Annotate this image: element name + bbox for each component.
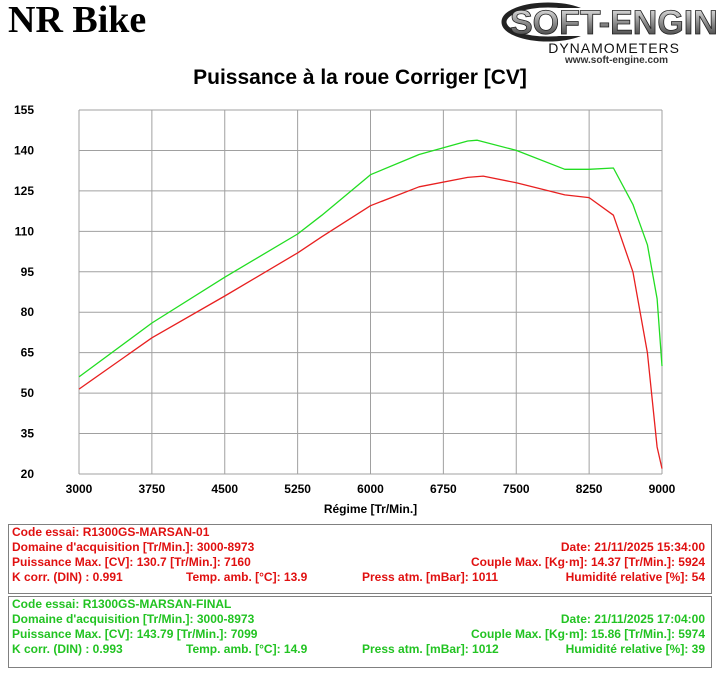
- chart-title: Puissance à la roue Corriger [CV]: [193, 66, 527, 89]
- x-tick-label: 6000: [357, 482, 384, 496]
- logo-subtitle: DYNAMOMETERS: [548, 40, 680, 56]
- y-tick-label: 140: [14, 143, 34, 157]
- red-power-max: Puissance Max. [CV]: 130.7 [Tr/Min.]: 71…: [12, 555, 251, 569]
- y-tick-label: 155: [14, 103, 34, 117]
- run-info-red: Code essai: R1300GS-MARSAN-01 Domaine d'…: [8, 524, 712, 594]
- green-power-max: Puissance Max. [CV]: 143.79 [Tr/Min.]: 7…: [12, 627, 258, 641]
- y-tick-label: 80: [21, 305, 35, 319]
- x-tick-labels: 3000 3750 4500 5250 6000 6750 7500 8250 9000: [66, 482, 676, 496]
- x-tick-label: 3750: [139, 482, 166, 496]
- x-tick-label: 3000: [66, 482, 93, 496]
- red-pressure: Press atm. [mBar]: 1011: [362, 570, 499, 584]
- logo-text: SOFT-ENGINE: [510, 4, 718, 42]
- series-line-green: [78, 139, 663, 378]
- x-tick-label: 5250: [284, 482, 311, 496]
- x-tick-label: 4500: [211, 482, 238, 496]
- y-tick-label: 125: [14, 184, 34, 198]
- logo-url: www.soft-engine.com: [565, 55, 668, 66]
- y-tick-label: 35: [21, 427, 35, 441]
- y-tick-labels: 20 35 50 65 80 95 110 125 140 155: [14, 103, 34, 481]
- green-code: Code essai: R1300GS-MARSAN-FINAL: [12, 597, 232, 611]
- soft-engine-logo: SOFT-ENGINE DYNAMOMETERS www.soft-engine…: [500, 0, 718, 70]
- x-tick-label: 8250: [576, 482, 603, 496]
- y-tick-label: 20: [21, 467, 35, 481]
- green-pressure: Press atm. [mBar]: 1012: [362, 642, 499, 656]
- brand-title: NR Bike: [8, 0, 147, 41]
- x-tick-label: 6750: [430, 482, 457, 496]
- red-code: Code essai: R1300GS-MARSAN-01: [12, 525, 210, 539]
- x-tick-label: 9000: [649, 482, 676, 496]
- red-kcorr: K corr. (DIN) : 0.991: [12, 570, 123, 584]
- red-date: Date: 21/11/2025 15:34:00: [560, 540, 705, 554]
- chart-series: [78, 139, 663, 469]
- green-torque-max: Couple Max. [Kg·m]: 15.86 [Tr/Min.]: 597…: [470, 627, 705, 641]
- power-chart: 3000 3750 4500 5250 6000 6750 7500 8250 9000 20 3…: [14, 103, 676, 516]
- green-domain: Domaine d'acquisition [Tr/Min.]: 3000-89…: [12, 612, 255, 626]
- green-kcorr: K corr. (DIN) : 0.993: [12, 642, 123, 656]
- green-humidity: Humidité relative [%]: 39: [565, 642, 705, 656]
- red-domain: Domaine d'acquisition [Tr/Min.]: 3000-89…: [12, 540, 255, 554]
- x-tick-label: 7500: [503, 482, 530, 496]
- run-info-green: Code essai: R1300GS-MARSAN-FINAL Domaine…: [8, 596, 712, 668]
- chart-grid: [78, 109, 663, 475]
- y-tick-label: 95: [21, 265, 35, 279]
- red-temp: Temp. amb. [°C]: 13.9: [186, 570, 308, 584]
- green-date: Date: 21/11/2025 17:04:00: [560, 612, 705, 626]
- logo-graphic: SOFT-ENGINE: [501, 2, 718, 42]
- series-line-red: [78, 175, 663, 469]
- x-axis-label: Régime [Tr/Min.]: [324, 502, 417, 516]
- y-tick-label: 110: [15, 224, 35, 238]
- y-tick-label: 50: [21, 386, 35, 400]
- green-temp: Temp. amb. [°C]: 14.9: [186, 642, 308, 656]
- y-tick-label: 65: [21, 346, 35, 360]
- red-humidity: Humidité relative [%]: 54: [565, 570, 705, 584]
- red-torque-max: Couple Max. [Kg·m]: 14.37 [Tr/Min.]: 592…: [470, 555, 705, 569]
